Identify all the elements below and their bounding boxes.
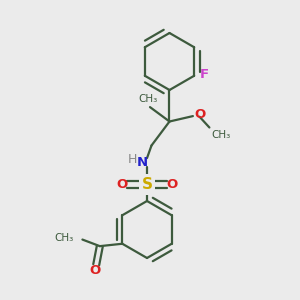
Text: O: O <box>116 178 128 191</box>
Text: CH₃: CH₃ <box>211 130 230 140</box>
Text: O: O <box>90 264 101 277</box>
Text: O: O <box>167 178 178 191</box>
Text: S: S <box>142 177 152 192</box>
Text: CH₃: CH₃ <box>55 233 74 243</box>
Text: N: N <box>136 156 148 170</box>
Text: O: O <box>194 108 206 122</box>
Text: CH₃: CH₃ <box>139 94 158 103</box>
Text: F: F <box>200 68 209 81</box>
Text: H: H <box>128 153 137 167</box>
